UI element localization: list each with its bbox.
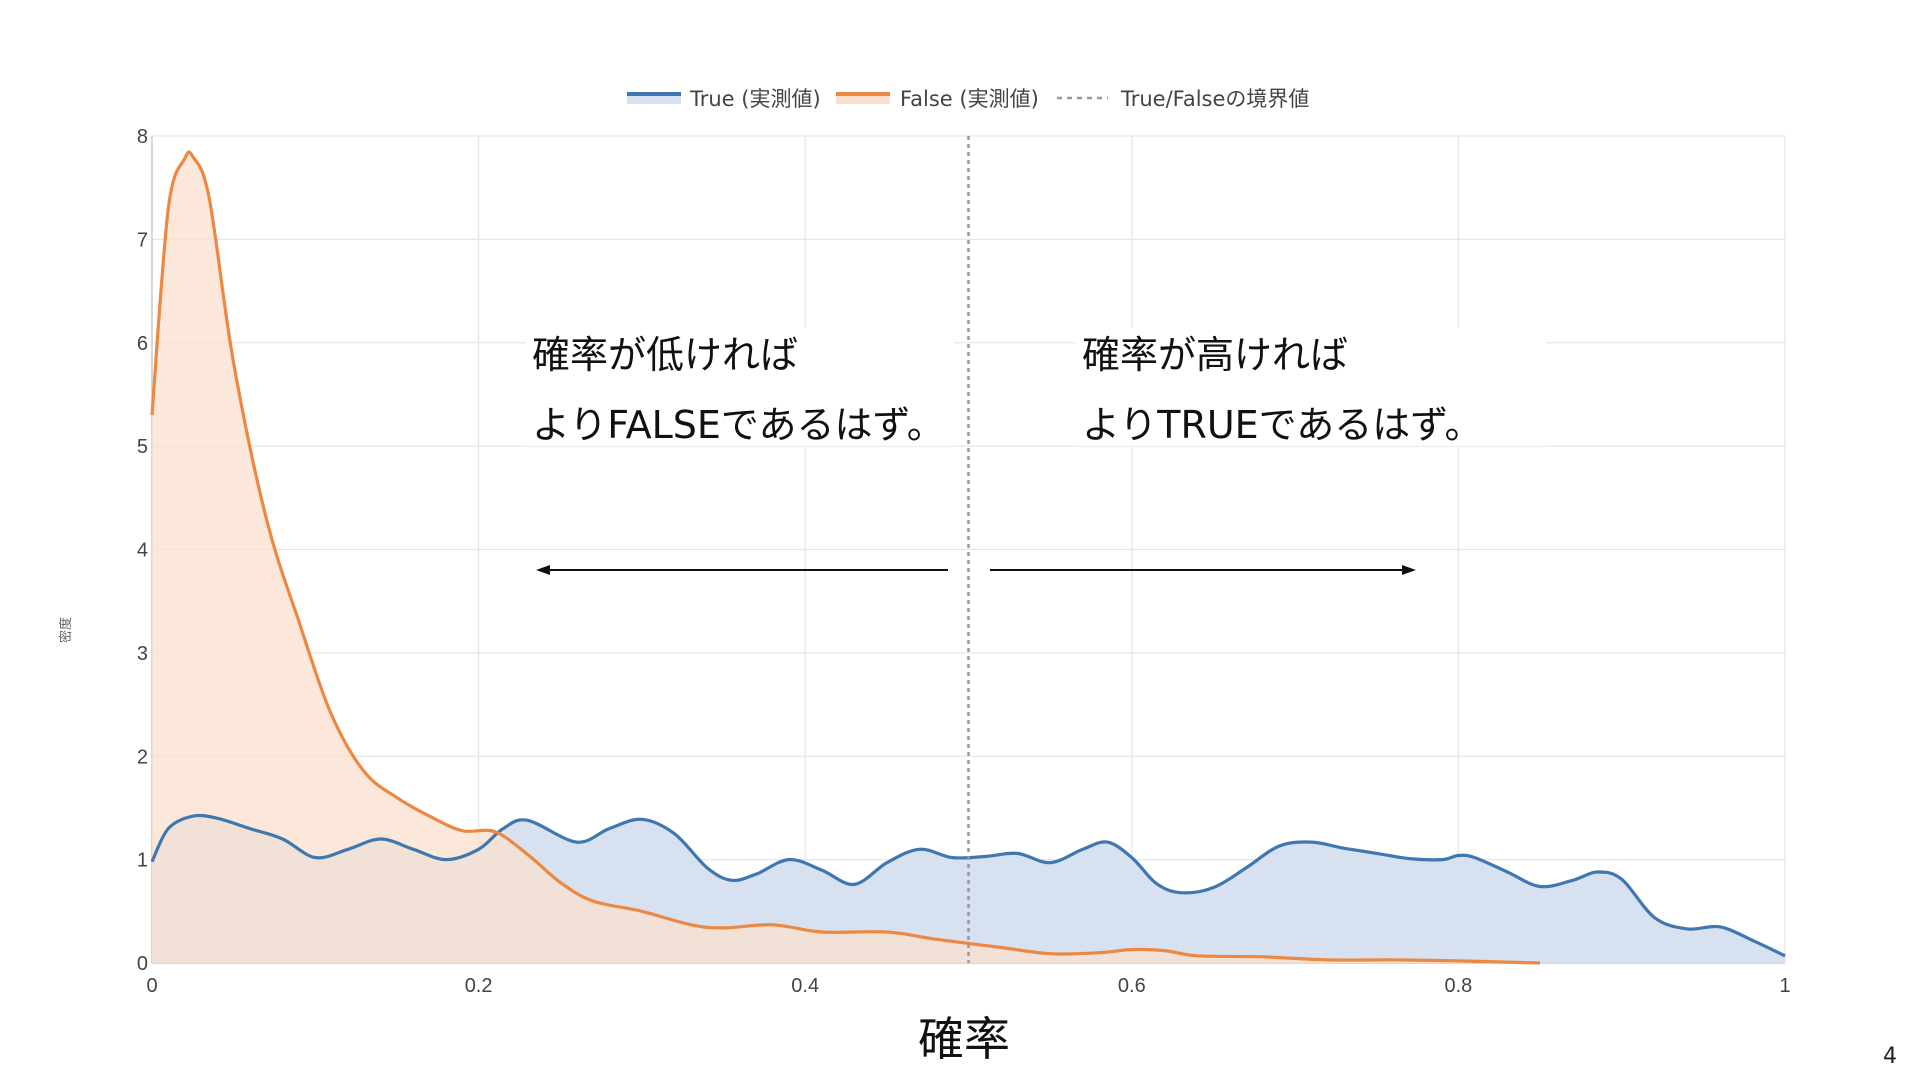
annotation-left-line2: よりFALSEであるはず。 [532,403,945,447]
x-axis-label: 確率 [918,1012,1010,1066]
y-tick-label: 4 [137,540,148,562]
grid [151,135,1786,964]
page-number: 4 [1883,1044,1897,1069]
legend-threshold-label: True/Falseの境界値 [1120,87,1309,111]
y-tick-label: 3 [137,643,148,665]
legend-item-threshold[interactable]: True/Falseの境界値 [1057,87,1309,111]
legend[interactable]: True (実測値) False (実測値) True/Falseの境界値 [627,87,1309,111]
legend-false-swatch-fill [836,94,890,104]
legend-item-true[interactable]: True (実測値) [627,87,821,111]
x-tick-label: 0.4 [791,975,819,997]
legend-false-label: False (実測値) [900,87,1039,111]
y-tick-label: 2 [137,746,148,768]
x-tick-label: 0.2 [465,975,493,997]
y-tick-label: 6 [137,333,148,355]
legend-true-label: True (実測値) [689,87,821,111]
annotation-left-bg [526,328,954,446]
x-tick-label: 1 [1779,975,1790,997]
annotation-left-line1: 確率が低ければ [532,333,798,377]
y-tick-label: 7 [137,229,148,251]
x-tick-label: 0.6 [1118,975,1146,997]
legend-true-swatch-fill [627,94,681,104]
series-area-false [152,151,1540,963]
y-tick-label: 5 [137,436,148,458]
series-line-true [150,813,1786,958]
x-tick-label: 0 [146,975,157,997]
annotation-right-line2: よりTRUEであるはず。 [1082,403,1483,447]
legend-item-false[interactable]: False (実測値) [836,87,1039,111]
arrow-right [990,565,1416,575]
annotation-right-line1: 確率が高ければ [1082,333,1348,377]
y-tick-label: 1 [137,850,148,872]
series-line-false [150,150,1541,965]
x-tick-label: 0.8 [1444,975,1472,997]
arrow-left [536,565,948,575]
density-lines [150,150,1786,965]
y-axis-label: 密度 [58,617,74,643]
annotation-right-bg [1076,328,1546,446]
y-tick-label: 8 [137,126,148,148]
axis-ticks: 0 1 2 3 4 5 6 7 8 0 0.2 0.4 0.6 0.8 1 [137,126,1791,997]
y-tick-label: 0 [137,953,148,975]
